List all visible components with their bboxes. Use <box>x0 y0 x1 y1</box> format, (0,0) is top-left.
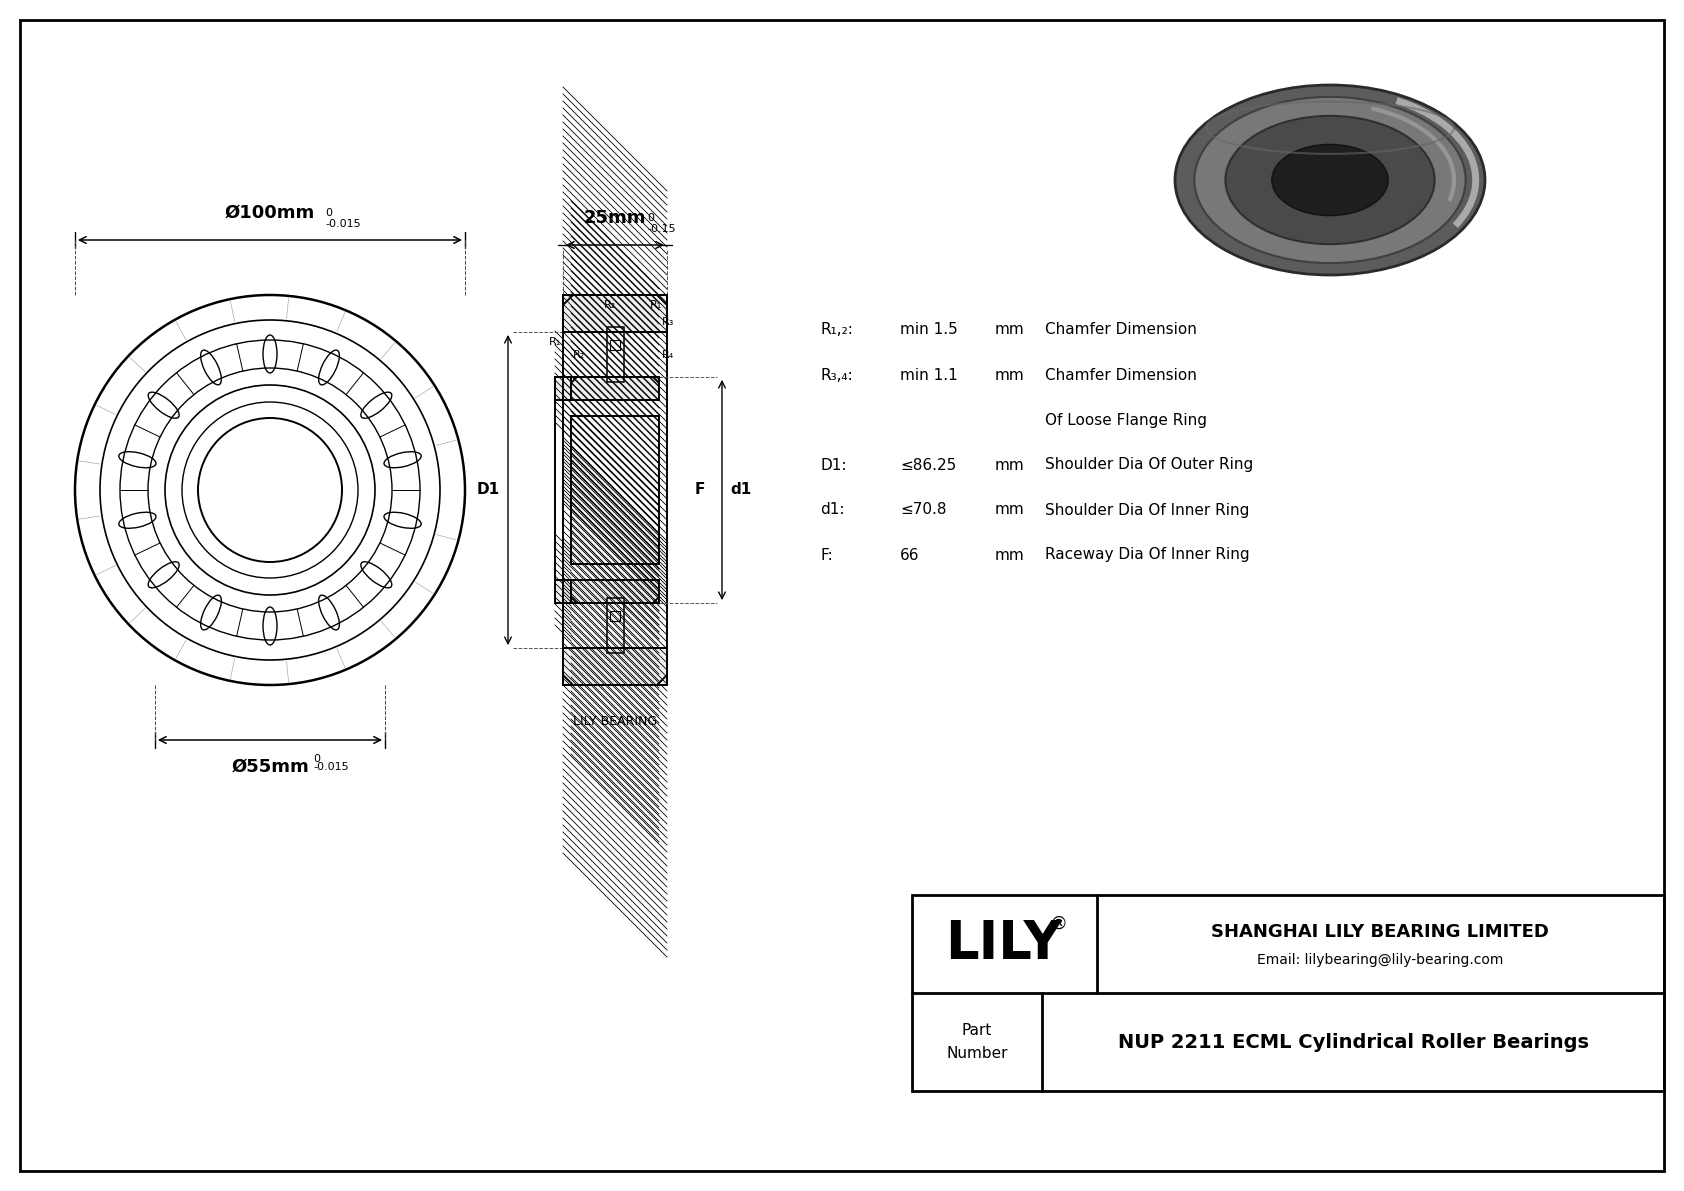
Ellipse shape <box>1175 85 1485 275</box>
Text: Ø55mm: Ø55mm <box>231 757 308 777</box>
Text: R₃: R₃ <box>662 317 674 328</box>
Text: mm: mm <box>995 548 1026 562</box>
Bar <box>606 598 625 653</box>
Bar <box>562 648 667 685</box>
Text: Shoulder Dia Of Inner Ring: Shoulder Dia Of Inner Ring <box>1046 503 1250 518</box>
Text: R₄: R₄ <box>662 350 674 360</box>
Ellipse shape <box>1271 144 1388 216</box>
Text: 0: 0 <box>313 754 320 763</box>
Text: LILY BEARING: LILY BEARING <box>573 715 657 728</box>
Text: ≤70.8: ≤70.8 <box>899 503 946 518</box>
Bar <box>562 295 667 332</box>
Text: 0: 0 <box>325 208 332 218</box>
Bar <box>913 894 1664 1091</box>
Text: Of Loose Flange Ring: Of Loose Flange Ring <box>1046 412 1207 428</box>
Text: Shoulder Dia Of Outer Ring: Shoulder Dia Of Outer Ring <box>1046 457 1253 473</box>
Text: R₁: R₁ <box>549 337 561 347</box>
Text: F:: F: <box>820 548 834 562</box>
Text: mm: mm <box>995 323 1026 337</box>
Bar <box>556 378 571 400</box>
Bar <box>556 580 571 603</box>
Text: mm: mm <box>995 503 1026 518</box>
Bar <box>562 648 667 685</box>
Text: SHANGHAI LILY BEARING LIMITED: SHANGHAI LILY BEARING LIMITED <box>1211 923 1549 941</box>
Bar <box>606 328 625 382</box>
Text: R₂: R₂ <box>573 350 586 360</box>
Text: Email: lilybearing@lily-bearing.com: Email: lilybearing@lily-bearing.com <box>1256 953 1504 967</box>
Text: R₂: R₂ <box>605 300 616 310</box>
Text: d1:: d1: <box>820 503 844 518</box>
Bar <box>610 339 620 350</box>
Bar <box>571 580 658 603</box>
Text: R₁: R₁ <box>650 300 662 310</box>
Text: 25mm: 25mm <box>584 208 647 227</box>
Text: F: F <box>695 482 706 498</box>
Text: -0.015: -0.015 <box>313 762 349 772</box>
Bar <box>562 295 667 332</box>
Text: -0.15: -0.15 <box>647 224 675 233</box>
Bar <box>571 378 658 400</box>
Text: NUP 2211 ECML Cylindrical Roller Bearings: NUP 2211 ECML Cylindrical Roller Bearing… <box>1118 1033 1588 1052</box>
Text: Raceway Dia Of Inner Ring: Raceway Dia Of Inner Ring <box>1046 548 1250 562</box>
Bar <box>556 378 571 400</box>
Text: 66: 66 <box>899 548 919 562</box>
Text: R₁,₂:: R₁,₂: <box>820 323 852 337</box>
Bar <box>571 378 658 400</box>
Text: R₃,₄:: R₃,₄: <box>820 368 852 382</box>
Text: mm: mm <box>995 457 1026 473</box>
Bar <box>571 580 658 603</box>
Text: min 1.5: min 1.5 <box>899 323 958 337</box>
Text: LILY: LILY <box>946 918 1063 969</box>
Text: min 1.1: min 1.1 <box>899 368 958 382</box>
Ellipse shape <box>1226 116 1435 244</box>
Text: Chamfer Dimension: Chamfer Dimension <box>1046 323 1197 337</box>
Text: Ø100mm: Ø100mm <box>226 204 315 222</box>
Text: ≤86.25: ≤86.25 <box>899 457 957 473</box>
Text: Chamfer Dimension: Chamfer Dimension <box>1046 368 1197 382</box>
Bar <box>610 611 620 621</box>
Text: mm: mm <box>995 368 1026 382</box>
Text: ®: ® <box>1051 915 1068 933</box>
Bar <box>556 580 571 603</box>
Text: D1:: D1: <box>820 457 847 473</box>
Text: D1: D1 <box>477 482 500 498</box>
Text: -0.015: -0.015 <box>325 219 360 229</box>
Ellipse shape <box>1194 96 1465 263</box>
Text: Part
Number: Part Number <box>946 1023 1007 1061</box>
Text: d1: d1 <box>729 482 751 498</box>
Text: 0: 0 <box>647 213 653 223</box>
